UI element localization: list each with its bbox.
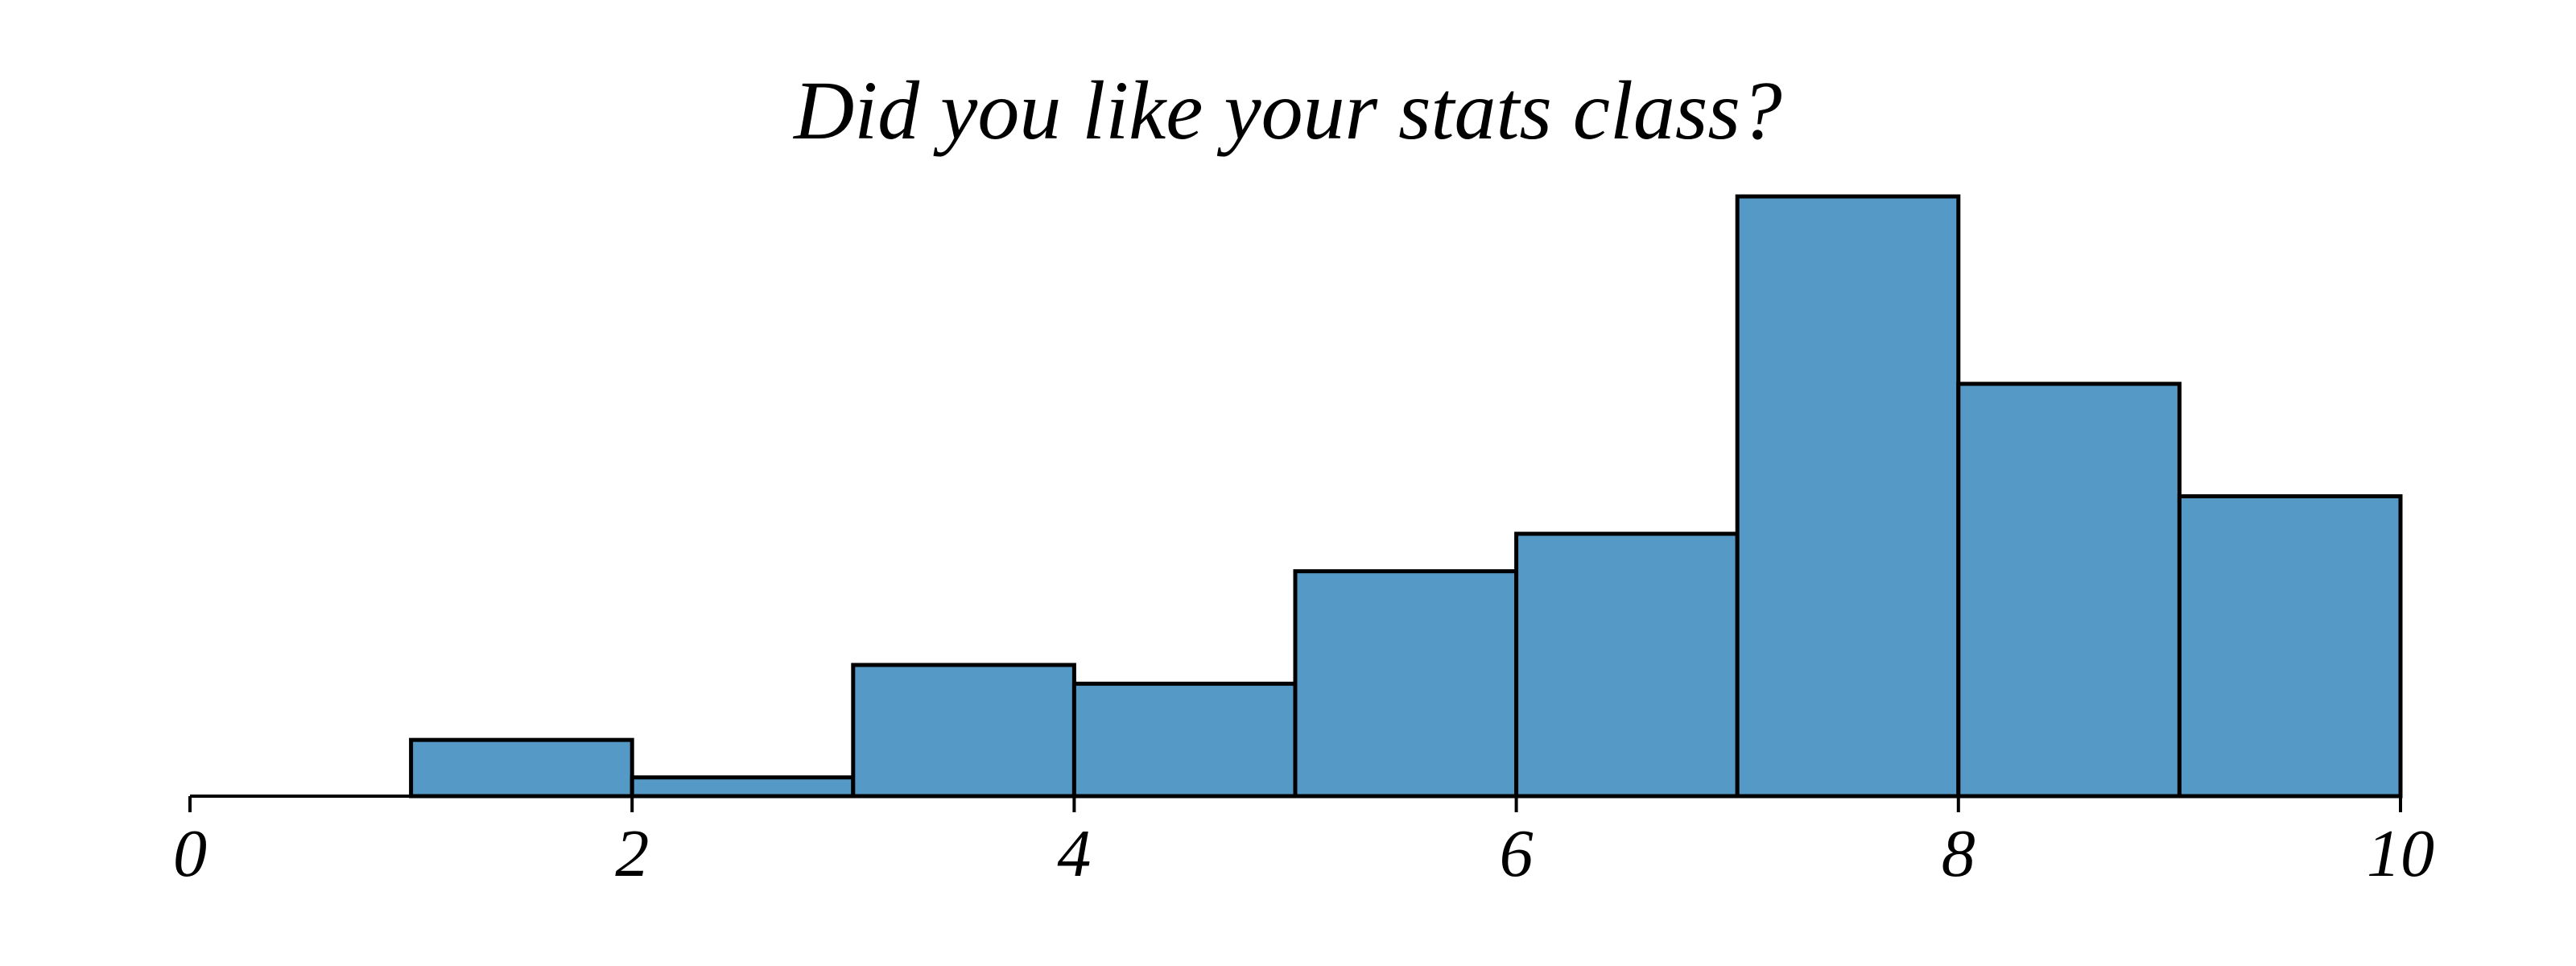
histogram-bar-7 [1735,194,1961,799]
histogram-bar-3 [851,663,1076,799]
x-tick-label-0: 0 [173,816,207,891]
x-axis-ticks: 0 2 4 6 8 10 [173,796,2434,891]
x-tick-label-4: 8 [1942,816,1975,891]
chart-title: Did you like your stats class? [792,64,1782,157]
histogram-bar-8 [1956,382,2182,799]
histogram-bar-1 [409,737,634,799]
histogram-bar-2 [630,775,856,799]
x-tick-label-3: 6 [1500,816,1534,891]
bars-group [409,194,2403,799]
histogram-bar-5 [1293,569,1519,799]
histogram-bar-9 [2177,494,2403,799]
x-tick-label-1: 2 [615,816,649,891]
x-tick-label-5: 10 [2367,816,2434,891]
x-tick-label-2: 4 [1057,816,1091,891]
histogram-bar-6 [1514,531,1740,799]
histogram-bar-4 [1071,681,1298,799]
